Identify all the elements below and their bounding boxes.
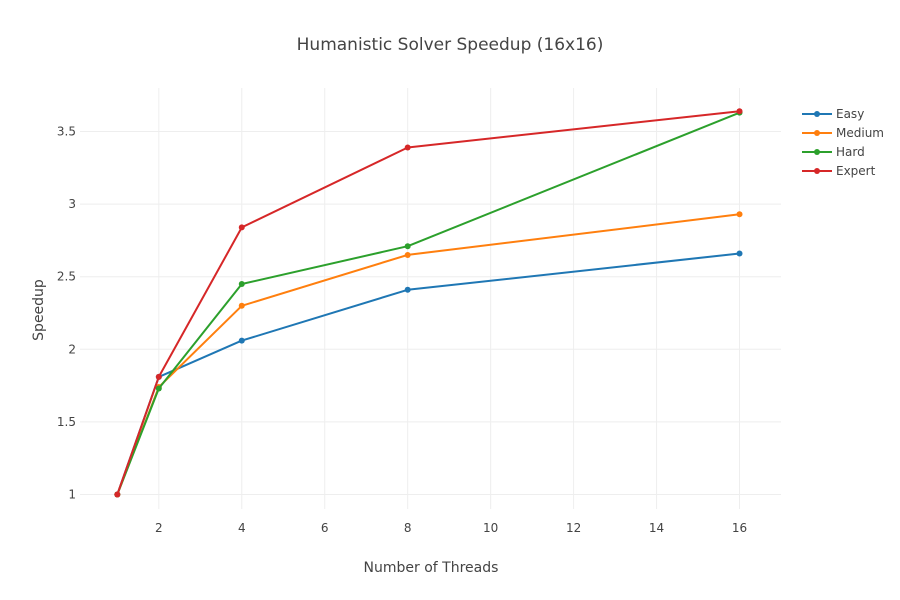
legend-item-hard[interactable]: Hard [802, 145, 865, 159]
y-tick-label: 2.5 [57, 270, 76, 284]
x-tick-label: 12 [566, 521, 581, 535]
legend-item-easy[interactable]: Easy [802, 107, 864, 121]
legend-label: Easy [836, 107, 864, 121]
data-point-medium[interactable] [404, 251, 411, 258]
x-tick-label: 16 [732, 521, 747, 535]
x-tick-label: 6 [321, 521, 329, 535]
x-tick-label: 2 [155, 521, 163, 535]
x-tick-label: 8 [404, 521, 412, 535]
data-point-hard[interactable] [238, 280, 245, 287]
legend-swatch-marker [814, 168, 820, 174]
x-tick-label: 10 [483, 521, 498, 535]
series-line-hard [116, 111, 740, 495]
data-point-easy[interactable] [404, 286, 411, 293]
y-tick-label: 2 [68, 342, 76, 356]
legend-swatch-marker [814, 111, 820, 117]
legend-swatch-marker [814, 149, 820, 155]
series-hard [114, 109, 743, 498]
y-tick-label: 3.5 [57, 125, 76, 139]
data-point-expert[interactable] [155, 373, 162, 380]
y-axis-ticks: 1 1.5 2 2.5 3 3.5 [57, 125, 76, 502]
data-point-easy[interactable] [238, 337, 245, 344]
series-line-easy [116, 252, 740, 495]
y-axis-title: Speedup [31, 279, 47, 341]
y-tick-label: 1 [68, 487, 76, 501]
data-point-hard[interactable] [155, 385, 162, 392]
x-tick-label: 14 [649, 521, 664, 535]
data-point-expert[interactable] [736, 108, 743, 115]
x-tick-label: 4 [238, 521, 246, 535]
y-gridlines [80, 131, 781, 495]
series-expert [114, 108, 743, 498]
legend-label: Expert [836, 164, 876, 178]
data-point-expert[interactable] [404, 144, 411, 151]
data-point-easy[interactable] [736, 250, 743, 257]
legend-label: Hard [836, 145, 865, 159]
series-line-expert [116, 110, 740, 495]
data-point-hard[interactable] [404, 243, 411, 250]
chart-title: Humanistic Solver Speedup (16x16) [297, 35, 604, 55]
x-gridlines [158, 88, 741, 509]
legend-label: Medium [836, 126, 884, 140]
y-tick-label: 3 [68, 197, 76, 211]
data-point-expert[interactable] [238, 224, 245, 231]
series-layer [114, 108, 743, 498]
legend[interactable]: Easy Medium Hard Expert [802, 107, 884, 178]
y-tick-label: 1.5 [57, 415, 76, 429]
data-point-expert[interactable] [114, 491, 121, 498]
x-axis-title: Number of Threads [364, 560, 499, 576]
data-point-medium[interactable] [238, 302, 245, 309]
data-point-medium[interactable] [736, 211, 743, 218]
legend-swatch-marker [814, 130, 820, 136]
x-axis-ticks: 2 4 6 8 10 12 14 16 [155, 521, 747, 535]
legend-item-medium[interactable]: Medium [802, 126, 884, 140]
legend-item-expert[interactable]: Expert [802, 164, 876, 178]
